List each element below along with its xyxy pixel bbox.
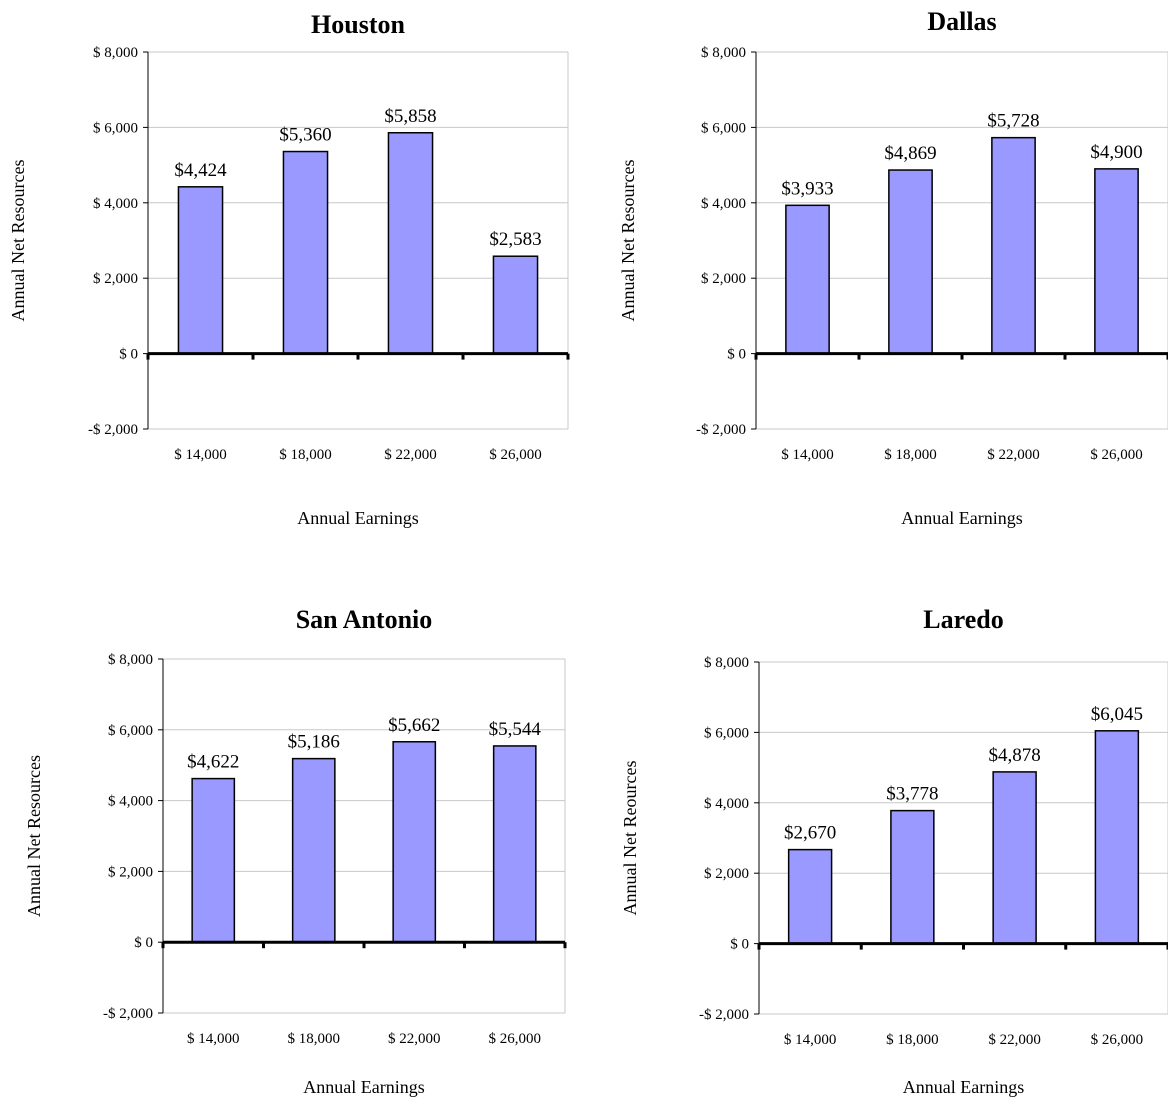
x-tick-label: $ 14,000 — [781, 447, 834, 463]
x-tick-label: $ 26,000 — [1091, 1032, 1144, 1048]
y-tick-label: $ 2,000 — [701, 271, 746, 287]
y-tick-label: $ 6,000 — [704, 725, 749, 741]
y-tick-label: $ 0 — [134, 935, 153, 951]
y-tick-label: $ 6,000 — [108, 723, 153, 739]
data-label: $5,360 — [279, 125, 331, 146]
x-tick-label: $ 14,000 — [187, 1031, 240, 1047]
y-tick-label: $ 2,000 — [108, 864, 153, 880]
data-label: $4,869 — [884, 143, 936, 164]
bar — [291, 757, 336, 943]
bar — [785, 204, 830, 355]
bar — [888, 169, 933, 355]
x-tick-label: $ 14,000 — [784, 1032, 837, 1048]
bar — [177, 186, 224, 355]
y-tick-label: $ 2,000 — [704, 866, 749, 882]
x-tick-label: $ 18,000 — [884, 447, 937, 463]
data-label: $5,186 — [288, 732, 340, 753]
data-label: $4,900 — [1090, 142, 1142, 163]
y-tick-label: $ 4,000 — [108, 794, 153, 810]
data-label: $3,933 — [781, 178, 833, 199]
y-tick-label: $ 8,000 — [93, 45, 138, 61]
y-tick-label: -$ 2,000 — [699, 1007, 749, 1023]
chart-title: Houston — [311, 10, 405, 39]
y-axis-label: Annual Net Reources — [620, 761, 640, 916]
y-tick-label: $ 6,000 — [701, 120, 746, 136]
x-axis-label: Annual Earnings — [901, 508, 1022, 528]
chart-title: Dallas — [927, 7, 996, 36]
x-tick-label: $ 26,000 — [1090, 447, 1143, 463]
data-label: $6,045 — [1091, 704, 1143, 725]
y-tick-label: -$ 2,000 — [103, 1006, 153, 1022]
y-tick-label: $ 0 — [730, 937, 749, 953]
x-axis-label: Annual Earnings — [903, 1077, 1024, 1097]
y-tick-label: $ 0 — [119, 347, 138, 363]
bar — [890, 809, 935, 945]
chart-title: Laredo — [923, 605, 1003, 634]
y-axis-label: Annual Net Resources — [618, 160, 638, 322]
x-tick-label: $ 18,000 — [279, 447, 332, 463]
chart-houston: Houston $ 8,000 $ 6,000 $ 4,000 $ 2,000 $ 0 -$… — [8, 10, 570, 528]
bar — [191, 777, 236, 943]
bar — [991, 136, 1036, 355]
y-tick-label: -$ 2,000 — [696, 422, 746, 438]
data-label: $2,583 — [489, 229, 541, 250]
x-tick-label: $ 14,000 — [174, 447, 227, 463]
bar — [492, 255, 539, 355]
data-label: $2,670 — [784, 823, 836, 844]
y-tick-label: $ 4,000 — [93, 196, 138, 212]
bar — [282, 150, 329, 355]
x-tick-label: $ 22,000 — [388, 1031, 441, 1047]
bar — [1094, 168, 1139, 355]
chart-dallas: Dallas $ 8,000 $ 6,000 $ 4,000 $ 2,000 $ 0 -$ … — [618, 7, 1168, 528]
bar — [492, 745, 537, 943]
x-tick-label: $ 18,000 — [886, 1032, 939, 1048]
bar — [387, 132, 434, 355]
x-tick-label: $ 22,000 — [988, 1032, 1041, 1048]
bar — [392, 741, 437, 943]
x-axis-label: Annual Earnings — [297, 508, 418, 528]
x-tick-label: $ 22,000 — [384, 447, 437, 463]
y-tick-label: $ 6,000 — [93, 120, 138, 136]
bar — [992, 771, 1037, 945]
data-label: $4,878 — [989, 745, 1041, 766]
chart-title: San Antonio — [296, 605, 433, 634]
bar — [787, 848, 833, 945]
y-tick-label: $ 4,000 — [704, 796, 749, 812]
data-label: $5,544 — [489, 719, 542, 740]
data-label: $3,778 — [886, 784, 938, 805]
x-tick-label: $ 22,000 — [987, 447, 1040, 463]
y-axis-label: Annual Net Resources — [8, 160, 28, 322]
chart-san-antonio: San Antonio $ 8,000 $ 6,000 $ 4,000 $ 2,000 $… — [24, 605, 567, 1097]
x-tick-label: $ 26,000 — [489, 1031, 542, 1047]
x-tick-label: $ 26,000 — [489, 447, 542, 463]
data-label: $5,858 — [384, 106, 436, 127]
y-tick-label: $ 8,000 — [108, 652, 153, 668]
data-label: $4,424 — [174, 160, 227, 181]
y-tick-label: $ 8,000 — [701, 45, 746, 61]
chart-laredo: Laredo $ 8,000 $ 6,000 $ 4,000 $ 2,000 $ 0 -$ … — [620, 605, 1168, 1097]
data-label: $4,622 — [187, 752, 239, 773]
data-label: $5,662 — [388, 715, 440, 736]
y-tick-label: $ 2,000 — [93, 271, 138, 287]
y-tick-label: $ 8,000 — [704, 655, 749, 671]
y-tick-label: $ 0 — [727, 347, 746, 363]
x-tick-label: $ 18,000 — [288, 1031, 341, 1047]
bar — [1094, 730, 1140, 945]
y-axis-label: Annual Net Resources — [24, 755, 44, 917]
x-axis-label: Annual Earnings — [303, 1077, 424, 1097]
data-label: $5,728 — [987, 111, 1039, 132]
y-tick-label: $ 4,000 — [701, 196, 746, 212]
y-tick-label: -$ 2,000 — [88, 422, 138, 438]
